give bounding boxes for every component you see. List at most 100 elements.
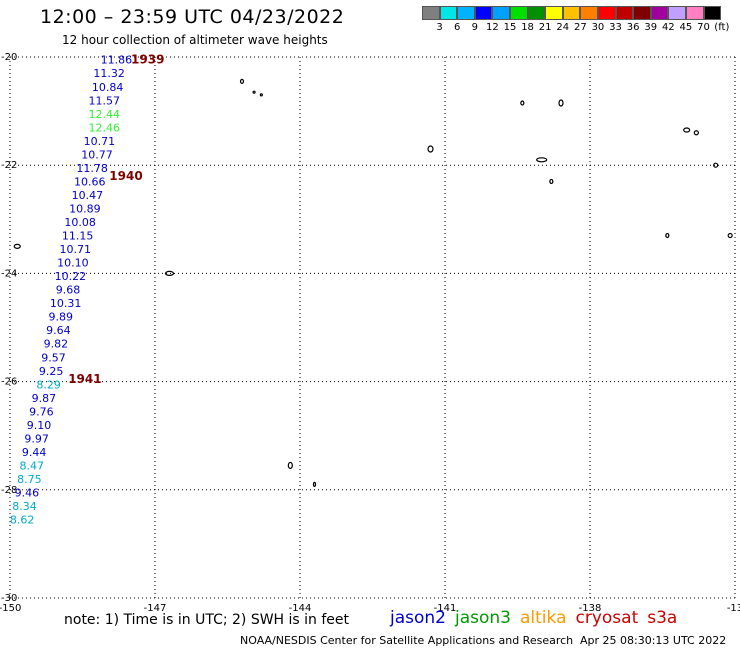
island-outline xyxy=(683,127,691,133)
wave-height-reading: 9.57 xyxy=(41,351,66,364)
legend-swatch xyxy=(685,6,704,20)
wave-height-reading: 11.57 xyxy=(89,94,121,107)
wave-height-reading: 10.47 xyxy=(72,189,104,202)
longitude-label: -141 xyxy=(434,603,457,614)
chart-title: 12:00 – 23:59 UTC 04/23/2022 xyxy=(40,6,345,28)
legend-label: 6 xyxy=(454,22,461,33)
pass-time-label: 1940 xyxy=(109,169,142,183)
pass-time-label: 1939 xyxy=(131,53,164,67)
legend-swatches xyxy=(422,6,729,20)
legend-label: 21 xyxy=(538,22,552,33)
island-outline xyxy=(164,270,175,276)
legend-label: 18 xyxy=(521,22,534,33)
legend-label: 9 xyxy=(471,22,478,33)
longitude-label: -150 xyxy=(0,603,21,614)
wave-height-reading: 8.62 xyxy=(10,514,35,527)
legend-swatch xyxy=(509,6,528,20)
island-outline xyxy=(713,162,719,168)
latitude-label: -28 xyxy=(1,485,17,496)
island-outline xyxy=(693,130,699,136)
longitude-label: -13 xyxy=(727,603,740,614)
legend-swatch xyxy=(527,6,546,20)
satellite-legend-entry: jason2 xyxy=(390,608,446,628)
island-outline xyxy=(520,100,525,106)
legend-swatch xyxy=(615,6,634,20)
wave-height-reading: 10.77 xyxy=(81,148,113,161)
wave-height-reading: 8.47 xyxy=(20,459,45,472)
footer-credit: NOAA/NESDIS Center for Satellite Applica… xyxy=(240,634,574,647)
legend-swatch xyxy=(422,6,440,20)
wave-height-reading: 9.68 xyxy=(56,284,81,297)
satellite-legend-entry: altika xyxy=(520,608,567,628)
legend-label: 30 xyxy=(591,22,605,33)
wave-height-reading: 8.75 xyxy=(17,473,42,486)
legend-label: 36 xyxy=(626,22,640,33)
island-outline xyxy=(536,157,548,163)
legend-swatch xyxy=(492,6,510,20)
wave-height-color-legend: 3 6 9 12 15 18 21 24 27 30 33 36 39 42 45 70 (ft) xyxy=(422,6,729,33)
wave-height-reading: 9.10 xyxy=(27,419,52,432)
legend-label: 12 xyxy=(486,22,499,33)
latitude-label: -26 xyxy=(1,377,17,388)
island-outline xyxy=(287,461,293,470)
wave-height-reading: 12.44 xyxy=(89,108,121,121)
wave-height-reading: 9.64 xyxy=(46,324,71,337)
island-outline xyxy=(549,178,554,185)
pass-time-label: 1941 xyxy=(68,372,101,386)
island-outline xyxy=(259,93,263,97)
wave-height-reading: 10.71 xyxy=(60,243,92,256)
legend-swatch xyxy=(474,6,493,20)
legend-label: 45 xyxy=(679,22,693,33)
island-outline xyxy=(427,145,434,153)
wave-height-reading: 10.10 xyxy=(57,257,89,270)
legend-swatch xyxy=(562,6,581,20)
island-outline xyxy=(13,243,21,249)
legend-label: 39 xyxy=(644,22,658,33)
wave-height-reading: 10.31 xyxy=(50,297,82,310)
longitude-label: -147 xyxy=(144,603,167,614)
wave-height-reading: 10.89 xyxy=(69,202,101,215)
island-outline xyxy=(312,481,317,487)
wave-height-reading: 8.29 xyxy=(36,378,61,391)
wave-height-reading: 10.08 xyxy=(64,216,96,229)
note-text: note: 1) Time is in UTC; 2) SWH is in fe… xyxy=(64,612,350,628)
wave-height-reading: 9.76 xyxy=(29,405,54,418)
legend-swatch xyxy=(580,6,598,20)
legend-label: 3 xyxy=(436,22,443,33)
legend-label: 15 xyxy=(503,22,517,33)
chart-subtitle: 12 hour collection of altimeter wave hei… xyxy=(62,33,328,47)
wave-height-reading: 10.71 xyxy=(84,135,116,148)
latitude-label: -22 xyxy=(1,160,17,171)
legend-label: 33 xyxy=(609,22,622,33)
satellite-legend-entry: s3a xyxy=(647,608,678,628)
legend-swatch xyxy=(597,6,616,20)
wave-height-reading: 9.46 xyxy=(15,487,40,500)
wave-height-reading: 11.15 xyxy=(62,230,94,243)
latitude-label: -24 xyxy=(1,268,17,279)
legend-swatch xyxy=(650,6,669,20)
island-outline xyxy=(665,232,670,239)
legend-label: 24 xyxy=(556,22,570,33)
wave-height-reading: 8.34 xyxy=(12,500,37,513)
wave-height-reading: 10.22 xyxy=(55,270,87,283)
wave-height-reading: 12.46 xyxy=(89,121,121,134)
longitude-label: -144 xyxy=(289,603,312,614)
legend-swatch xyxy=(703,6,722,20)
legend-swatch xyxy=(457,6,475,20)
legend-label: 42 xyxy=(661,22,675,33)
satellite-legend-entry: cryosat xyxy=(575,608,639,628)
island-outline xyxy=(727,232,733,239)
satellite-legend-entry: jason3 xyxy=(455,608,511,628)
wave-height-reading: 9.89 xyxy=(49,311,74,324)
legend-swatch xyxy=(439,6,458,20)
legend-labels: 3 6 9 12 15 18 21 24 27 30 33 36 39 42 45 70 (ft) xyxy=(422,22,729,33)
island-outline xyxy=(558,99,564,107)
island-outline xyxy=(252,90,256,94)
wave-height-reading: 11.32 xyxy=(93,67,125,80)
legend-unit: (ft) xyxy=(714,22,730,33)
legend-label: 27 xyxy=(573,22,587,33)
wave-height-reading: 9.25 xyxy=(39,365,64,378)
legend-swatch xyxy=(545,6,563,20)
wave-height-reading: 11.78 xyxy=(76,162,108,175)
